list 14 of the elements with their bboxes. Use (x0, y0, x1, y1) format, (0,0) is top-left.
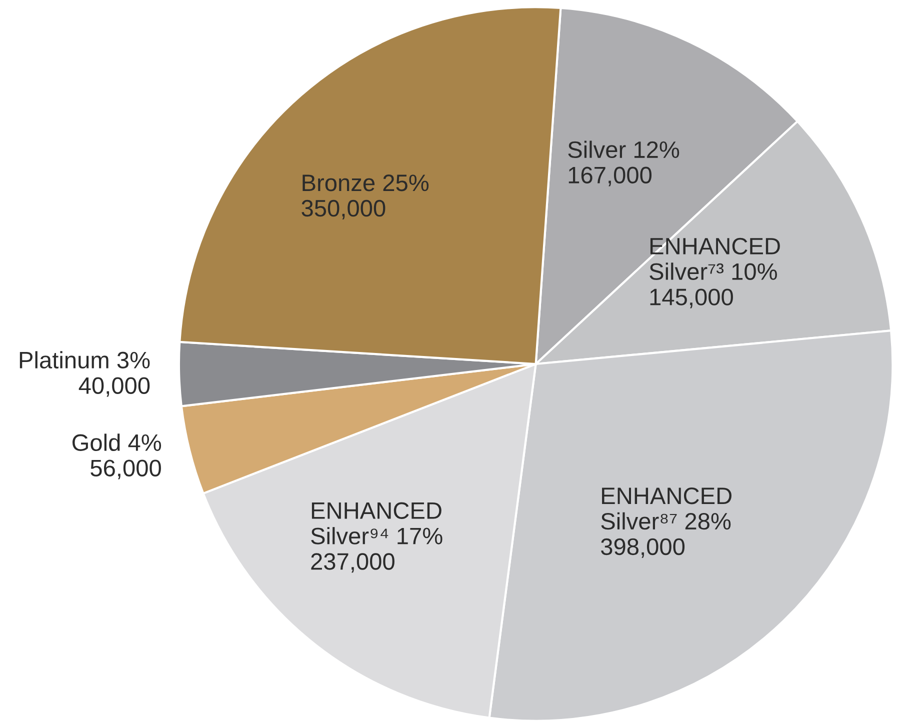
slice-label: Platinum 3% (20, 351, 150, 369)
slice-label: Gold 4% (72, 434, 162, 452)
slice-label: Bronze 25% (302, 174, 429, 192)
slice-label: ENHANCED Silver⁷³ 10% (650, 238, 780, 280)
data-label: 350,000 (302, 200, 386, 220)
slice-label: Silver 12% (568, 140, 680, 158)
data-label: 398,000 (601, 538, 685, 558)
data-label: 167,000 (568, 166, 652, 186)
data-label: 145,000 (650, 288, 733, 308)
data-label: 40,000 (78, 377, 150, 397)
data-label: 56,000 (90, 460, 161, 480)
slice-label: ENHANCED Silver⁸⁷ 28% (601, 488, 732, 530)
data-label: 237,000 (311, 553, 394, 573)
slice-label: ENHANCED Silver⁹⁴ 17% (311, 502, 442, 544)
